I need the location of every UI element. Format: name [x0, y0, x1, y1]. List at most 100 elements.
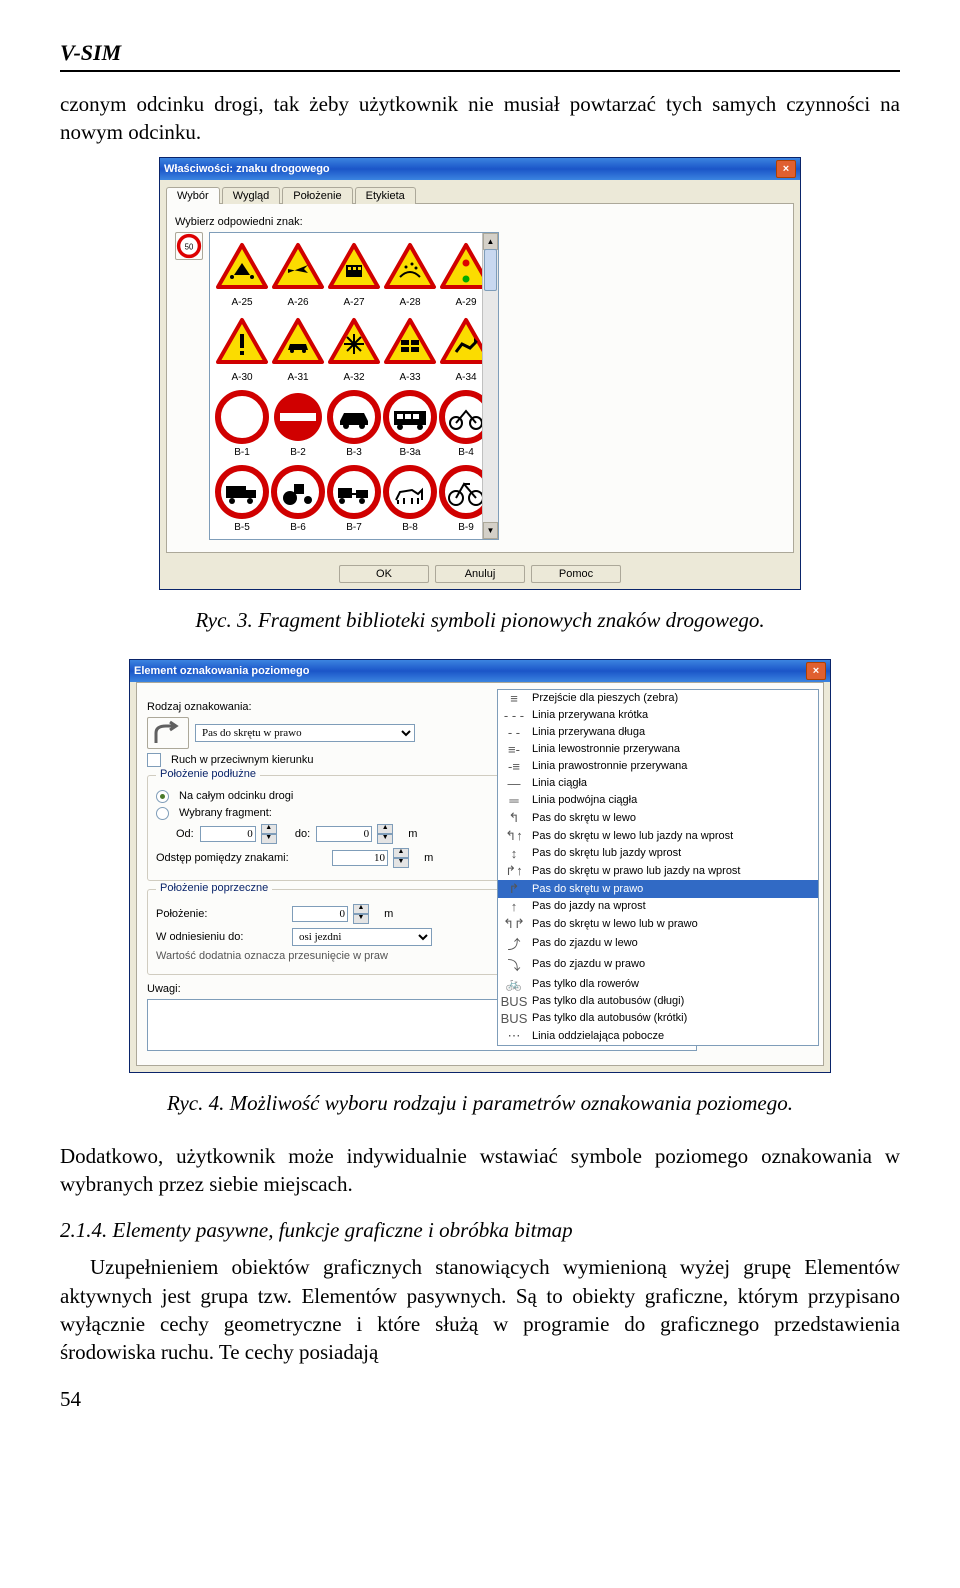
scroll-up-icon[interactable]: ▲: [483, 233, 498, 250]
scrollbar[interactable]: ▲ ▼: [482, 233, 498, 539]
sign-code: B-8: [402, 522, 418, 533]
to-input[interactable]: [316, 826, 372, 842]
spacing-label: Odstęp pomiędzy znakami:: [156, 852, 326, 864]
sign-b-2[interactable]: B-2: [270, 387, 326, 460]
dropdown-item-label: Pas do skrętu lub jazdy wprost: [532, 847, 681, 859]
dropdown-item[interactable]: ⤴Pas do zjazdu w lewo: [498, 933, 818, 954]
sign-a-31[interactable]: A-31: [270, 312, 326, 385]
titlebar-2[interactable]: Element oznakowania poziomego ×: [130, 660, 830, 682]
dropdown-item[interactable]: ↱Pas do skrętu w prawo: [498, 880, 818, 898]
reference-select[interactable]: osi jezdni: [292, 928, 432, 946]
tab-wyglad[interactable]: Wygląd: [222, 187, 281, 204]
sign-a-26[interactable]: A-26: [270, 237, 326, 310]
sign-code: A-30: [231, 372, 252, 383]
selected-sign-icon: 50: [175, 232, 203, 260]
dropdown-item[interactable]: BUS Pas tylko dla autobusów (długi): [498, 993, 818, 1010]
dropdown-item[interactable]: ↕Pas do skrętu lub jazdy wprost: [498, 845, 818, 862]
scroll-thumb[interactable]: [484, 249, 497, 291]
dropdown-item[interactable]: ↰↑Pas do skrętu w lewo lub jazdy na wpro…: [498, 827, 818, 845]
marking-type-icon: —: [502, 776, 526, 791]
spacing-input[interactable]: [332, 850, 388, 866]
dropdown-item[interactable]: 🚲Pas tylko dla rowerów: [498, 975, 818, 993]
titlebar[interactable]: Właściwości: znaku drogowego ×: [160, 158, 800, 180]
tab-polozenie[interactable]: Położenie: [282, 187, 352, 204]
marking-type-icon: ≡-: [502, 742, 526, 757]
dropdown-item[interactable]: ⤵Pas do zjazdu w prawo: [498, 954, 818, 975]
dropdown-item-label: Pas do zjazdu w prawo: [532, 958, 645, 970]
close-icon[interactable]: ×: [776, 160, 796, 178]
dropdown-item[interactable]: — Linia ciągła: [498, 775, 818, 792]
sign-a-28[interactable]: A-28: [382, 237, 438, 310]
sign-code: A-25: [231, 297, 252, 308]
dropdown-item[interactable]: - - -Linia przerywana krótka: [498, 707, 818, 724]
marking-type-icon: - - -: [502, 708, 526, 723]
group-longitudinal: Położenie podłużne: [156, 768, 260, 780]
sign-code: A-26: [287, 297, 308, 308]
sign-b-7[interactable]: B-7: [326, 462, 382, 535]
dropdown-item-label: Linia oddzielająca pobocze: [532, 1030, 664, 1042]
close-icon-2[interactable]: ×: [806, 662, 826, 680]
radio-fragment[interactable]: [156, 807, 169, 820]
marking-type-icon: ↰↱: [502, 916, 526, 932]
sign-a-27[interactable]: A-27: [326, 237, 382, 310]
sign-a-33[interactable]: A-33: [382, 312, 438, 385]
marking-type-icon: ↑: [502, 899, 526, 914]
doc-header: V-SIM: [60, 40, 900, 72]
scroll-down-icon[interactable]: ▼: [483, 522, 498, 539]
marking-type-icon: ═: [502, 793, 526, 808]
dropdown-item[interactable]: ≡Przejście dla pieszych (zebra): [498, 690, 818, 707]
page-number: 54: [60, 1387, 900, 1412]
from-spinner[interactable]: ▲▼: [261, 824, 277, 844]
dropdown-item[interactable]: -≡Linia prawostronnie przerywana: [498, 758, 818, 775]
sign-code: B-6: [290, 522, 306, 533]
reverse-label: Ruch w przeciwnym kierunku: [171, 754, 313, 766]
sign-b-6[interactable]: B-6: [270, 462, 326, 535]
dropdown-item-label: Pas tylko dla autobusów (długi): [532, 995, 684, 1007]
dropdown-item[interactable]: ↰Pas do skrętu w lewo: [498, 809, 818, 827]
sign-a-32[interactable]: A-32: [326, 312, 382, 385]
sign-b-3a[interactable]: B-3a: [382, 387, 438, 460]
position-input[interactable]: [292, 906, 348, 922]
sign-code: A-27: [343, 297, 364, 308]
sign-b-3[interactable]: B-3: [326, 387, 382, 460]
sign-b-8[interactable]: B-8: [382, 462, 438, 535]
dropdown-item-label: Pas do skrętu w prawo lub jazdy na wpros…: [532, 865, 741, 877]
dropdown-item-label: Pas do zjazdu w lewo: [532, 937, 638, 949]
dropdown-item[interactable]: ≡-Linia lewostronnie przerywana: [498, 741, 818, 758]
marking-type-icon: BUS: [502, 994, 526, 1009]
dropdown-item-label: Linia ciągła: [532, 777, 587, 789]
dropdown-item[interactable]: BUSPas tylko dla autobusów (krótki): [498, 1010, 818, 1027]
dropdown-item[interactable]: ═Linia podwójna ciągła: [498, 792, 818, 809]
sign-b-5[interactable]: B-5: [214, 462, 270, 535]
paragraph-mid: Dodatkowo, użytkownik może indywidualnie…: [60, 1142, 900, 1199]
help-button[interactable]: Pomoc: [531, 565, 621, 583]
tab-etykieta[interactable]: Etykieta: [355, 187, 416, 204]
dropdown-item[interactable]: ↱↑Pas do skrętu w prawo lub jazdy na wpr…: [498, 862, 818, 880]
dropdown-item[interactable]: - -Linia przerywana długa: [498, 724, 818, 741]
radio-whole[interactable]: [156, 790, 169, 803]
type-dropdown-list[interactable]: ≡Przejście dla pieszych (zebra)- - -Lini…: [497, 689, 819, 1046]
dropdown-item-label: Pas do skrętu w lewo: [532, 812, 636, 824]
to-spinner[interactable]: ▲▼: [377, 824, 393, 844]
sign-a-30[interactable]: A-30: [214, 312, 270, 385]
sign-code: A-29: [455, 297, 476, 308]
position-spinner[interactable]: ▲▼: [353, 904, 369, 924]
ok-button[interactable]: OK: [339, 565, 429, 583]
sign-code: B-1: [234, 447, 250, 458]
marking-type-icon: ↰↑: [502, 828, 526, 844]
sign-a-25[interactable]: A-25: [214, 237, 270, 310]
dropdown-item[interactable]: ↰↱Pas do skrętu w lewo lub w prawo: [498, 915, 818, 933]
dropdown-item[interactable]: ⋯Linia oddzielająca pobocze: [498, 1027, 818, 1045]
cancel-button[interactable]: Anuluj: [435, 565, 525, 583]
type-select[interactable]: Pas do skrętu w prawo: [195, 724, 415, 742]
type-label: Rodzaj oznakowania:: [147, 701, 277, 713]
tab-wybor[interactable]: Wybór: [166, 187, 220, 204]
sign-b-1[interactable]: B-1: [214, 387, 270, 460]
dropdown-item[interactable]: ↑Pas do jazdy na wprost: [498, 898, 818, 915]
sign-grid[interactable]: A-25A-26A-27A-28A-29A-30A-31A-32A-33A-34…: [209, 232, 499, 540]
reverse-checkbox[interactable]: [147, 753, 161, 767]
from-input[interactable]: [200, 826, 256, 842]
dropdown-item-label: Pas tylko dla autobusów (krótki): [532, 1012, 687, 1024]
spacing-spinner[interactable]: ▲▼: [393, 848, 409, 868]
caption-1: Ryc. 3. Fragment biblioteki symboli pion…: [60, 608, 900, 633]
